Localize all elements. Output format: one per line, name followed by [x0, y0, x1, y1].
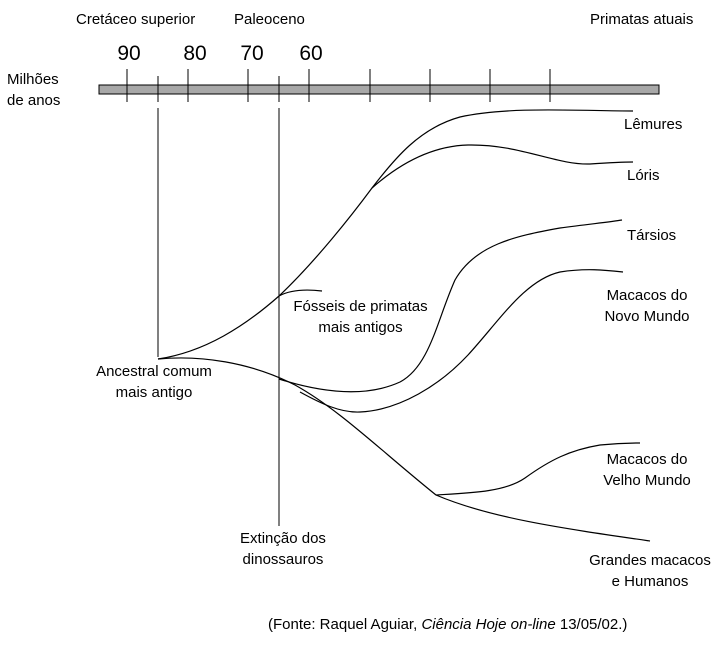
annotation-common-ancestor: Ancestral comum mais antigo — [84, 361, 224, 403]
timeline-ticks — [126, 69, 551, 102]
source-publication: Ciência Hoje on-line — [421, 616, 556, 633]
branch-label-new-world-monkeys: Macacos do Novo Mundo — [597, 285, 697, 327]
timeline-axis-label-line1: Milhões — [7, 71, 59, 88]
timeline-bar — [98, 84, 660, 95]
ancestor-line2: mais antigo — [115, 384, 193, 401]
fossils-line1: Fósseis de primatas — [293, 298, 428, 315]
branch-label-lemurs: Lêmures — [624, 116, 683, 133]
old-world-line1: Macacos do — [606, 451, 688, 468]
extinction-line2: dinossauros — [242, 551, 324, 568]
timeline-axis-label-line2: de anos — [7, 92, 61, 109]
tick-label-60: 60 — [299, 42, 322, 65]
new-world-line1: Macacos do — [606, 287, 688, 304]
annotation-dinosaur-extinction: Extinção dos dinossauros — [228, 528, 338, 570]
branch-tarsiers — [278, 219, 623, 393]
timeline-axis-label: Milhões de anos — [7, 69, 60, 111]
branch-label-apes-humans: Grandes macacos e Humanos — [580, 550, 720, 592]
branch-label-lorises: Lóris — [627, 167, 660, 184]
annotation-oldest-fossils: Fósseis de primatas mais antigos — [283, 296, 438, 338]
apes-line1: Grandes macacos — [589, 552, 711, 569]
old-world-line2: Velho Mundo — [603, 472, 691, 489]
branch-label-old-world-monkeys: Macacos do Velho Mundo — [597, 449, 697, 491]
tick-label-70: 70 — [240, 42, 263, 65]
branch-new-world-monkeys — [299, 269, 624, 413]
source-suffix: 13/05/02.) — [555, 616, 628, 633]
fossils-line2: mais antigos — [318, 319, 403, 336]
branch-loris — [371, 144, 634, 189]
ancestor-line1: Ancestral comum — [96, 363, 212, 380]
branch-label-tarsiers: Társios — [627, 227, 677, 244]
period-label-cretaceous: Cretáceo superior — [76, 11, 196, 28]
new-world-line2: Novo Mundo — [604, 308, 690, 325]
apes-line2: e Humanos — [611, 573, 689, 590]
tick-label-80: 80 — [183, 42, 206, 65]
source-citation: (Fonte: Raquel Aguiar, Ciência Hoje on-l… — [268, 616, 627, 633]
branch-old-world-monkeys — [435, 442, 641, 496]
extinction-line1: Extinção dos — [240, 530, 326, 547]
branch-lower-trunk — [157, 357, 651, 542]
period-label-paleocene: Paleoceno — [234, 11, 305, 28]
source-prefix: (Fonte: Raquel Aguiar, — [268, 616, 422, 633]
tick-label-90: 90 — [117, 42, 140, 65]
branch-fossils — [278, 289, 323, 297]
present-label: Primatas atuais — [590, 11, 694, 28]
